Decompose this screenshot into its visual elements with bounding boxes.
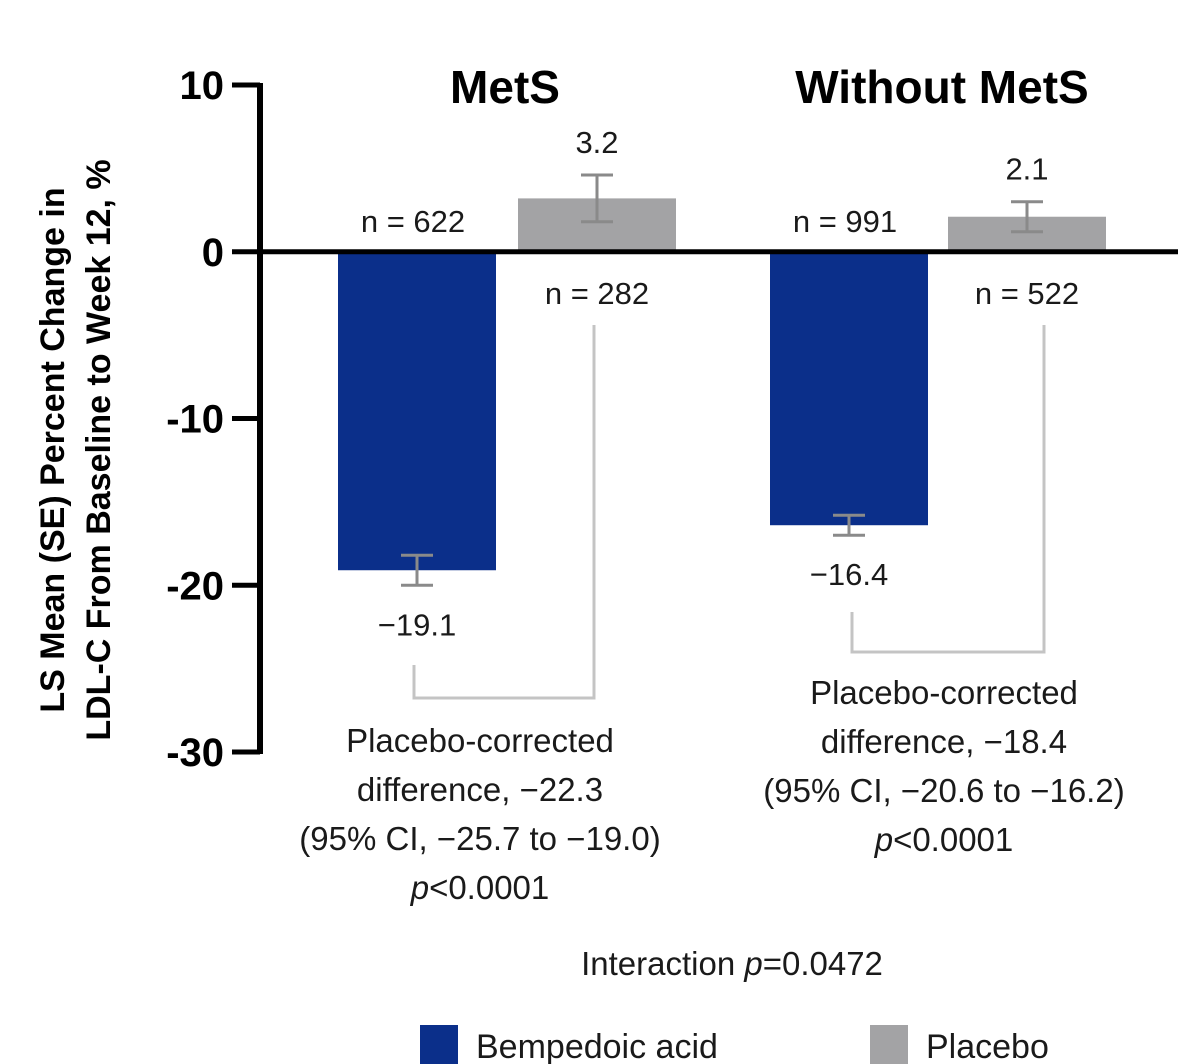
difference-note-line: Placebo-corrected [346, 722, 614, 759]
comparison-bracket [850, 325, 1046, 654]
difference-note-line-text: (95% CI, −20.6 to −16.2) [763, 772, 1124, 809]
y-tick-label: 10 [180, 64, 225, 108]
difference-note-line-text: difference, −22.3 [357, 771, 603, 808]
difference-note-line: Placebo-corrected [810, 674, 1078, 711]
difference-note-line-text: <0.0001 [429, 869, 549, 906]
difference-note-line-text: <0.0001 [893, 821, 1013, 858]
difference-note-line-text: Placebo-corrected [346, 722, 614, 759]
group-title: MetS [450, 61, 560, 113]
y-axis-label-line: LDL-C From Baseline to Week 12, % [80, 159, 118, 740]
difference-note-line: p<0.0001 [410, 869, 550, 906]
y-tick-label: -30 [166, 731, 224, 775]
difference-note-line: difference, −18.4 [821, 723, 1067, 760]
interaction-p-value-suffix: =0.0472 [763, 945, 883, 982]
n-label: n = 282 [545, 276, 649, 311]
group-title: Without MetS [795, 61, 1088, 113]
difference-note-line: (95% CI, −25.7 to −19.0) [299, 820, 660, 857]
difference-note-line-text: Placebo-corrected [810, 674, 1078, 711]
legend-swatch [420, 1025, 458, 1064]
y-axis-label-line: LS Mean (SE) Percent Change in [34, 187, 72, 712]
comparison-bracket [412, 325, 596, 700]
difference-note-line-text: difference, −18.4 [821, 723, 1067, 760]
difference-note-line-italic: p [410, 869, 429, 906]
difference-note-line-italic: p [874, 821, 893, 858]
bar [338, 251, 496, 571]
interaction-p-value-prefix: Interaction [581, 945, 744, 982]
difference-note-line: p<0.0001 [874, 821, 1014, 858]
difference-note-line: (95% CI, −20.6 to −16.2) [763, 772, 1124, 809]
interaction-p-value: Interaction p=0.0472 [581, 945, 883, 982]
difference-note-line-text: (95% CI, −25.7 to −19.0) [299, 820, 660, 857]
data-label: 3.2 [575, 125, 618, 160]
bar [770, 251, 928, 526]
difference-note-line: difference, −22.3 [357, 771, 603, 808]
legend-label: Placebo [926, 1028, 1049, 1064]
y-tick-label: -10 [166, 398, 224, 442]
n-label: n = 991 [793, 204, 897, 239]
legend-label: Bempedoic acid [476, 1028, 718, 1064]
interaction-p-value-italic: p [743, 945, 762, 982]
data-label: −19.1 [378, 607, 456, 642]
data-label: 2.1 [1005, 152, 1048, 187]
y-axis-label: LS Mean (SE) Percent Change in LDL-C From… [34, 159, 118, 740]
y-tick-label: -20 [166, 564, 224, 608]
legend-swatch [870, 1025, 908, 1064]
n-label: n = 522 [975, 276, 1079, 311]
n-label: n = 622 [361, 204, 465, 239]
y-tick-label: 0 [202, 231, 224, 275]
data-label: −16.4 [810, 557, 888, 592]
